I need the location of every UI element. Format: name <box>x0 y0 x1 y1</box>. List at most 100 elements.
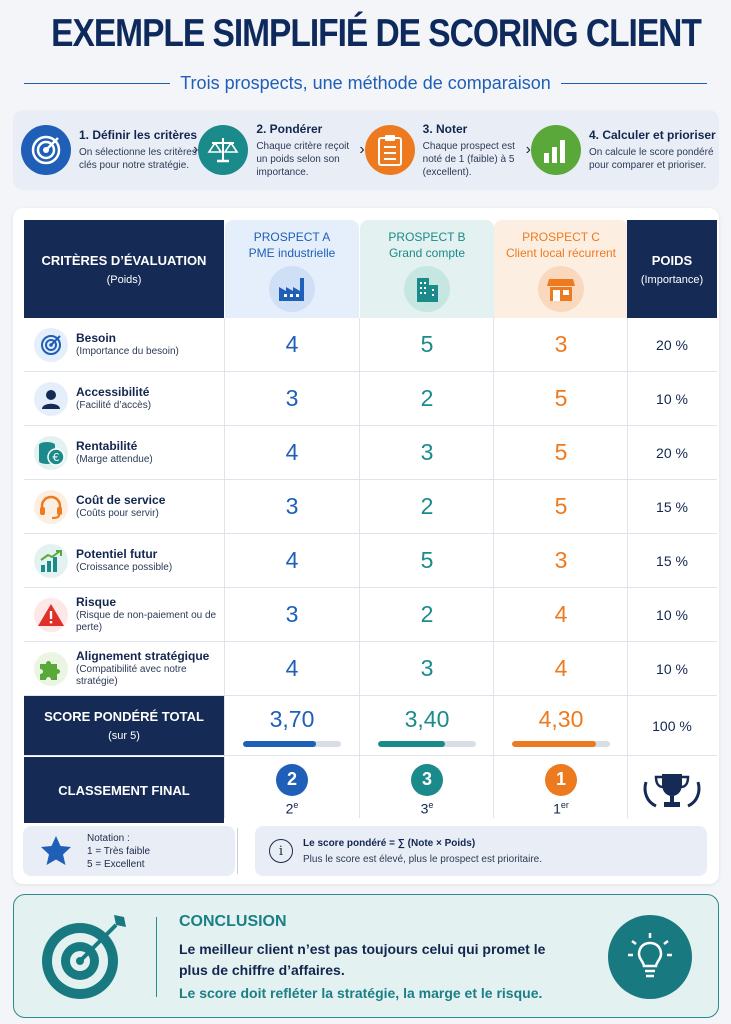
chevron-right-icon: › <box>525 141 531 158</box>
rank-ordinal: 1er <box>553 800 569 817</box>
weight-cell: 20 % <box>656 336 688 353</box>
chevron-right-icon: › <box>359 141 365 158</box>
criterion-text: Coût de service (Coûts pour servir) <box>76 493 165 520</box>
score-cell: 3 <box>554 547 568 573</box>
score-cell: 4 <box>285 439 299 465</box>
criterion-name: Rentabilité <box>76 439 138 453</box>
chevron-right-icon: › <box>193 141 199 158</box>
divider <box>359 318 360 818</box>
weight-cell: 10 % <box>656 606 688 623</box>
score-bar <box>378 741 476 747</box>
rank-ord-num: 1 <box>553 800 561 817</box>
score-cell: 4 <box>554 601 568 627</box>
rank-badge: 3 <box>411 763 443 796</box>
score-cell: 3 <box>285 601 299 627</box>
scoring-table-card: CRITÈRES D’ÉVALUATION (Poids) PROSPECT A… <box>13 208 719 884</box>
rank-ord-suffix: er <box>560 799 569 810</box>
criterion-name: Potentiel futur <box>76 547 158 561</box>
score-cell: 5 <box>554 439 568 465</box>
criterion-name: Coût de service <box>76 493 166 507</box>
score-value: 4,30 <box>538 706 584 732</box>
factory-icon <box>269 266 315 312</box>
subtitle: Trois prospects, une méthode de comparai… <box>180 72 551 93</box>
score-bar-fill <box>378 741 445 747</box>
svg-text:€: € <box>53 451 60 464</box>
shop-icon <box>538 266 584 312</box>
weight-cell: 10 % <box>656 660 688 677</box>
criterion-desc: (Marge attendue) <box>76 454 153 465</box>
prospect-name: PROSPECT A <box>253 230 331 244</box>
weight-cell: 15 % <box>656 498 688 515</box>
prospect-a-header: PROSPECT A PME industrielle <box>225 220 359 318</box>
criteria-row: € Rentabilité (Marge attendue) 4 3 5 20 % <box>24 426 717 480</box>
step-text: Chaque critère reçoit un poids selon son… <box>256 140 350 178</box>
conclusion-heading: CONCLUSION <box>179 913 287 930</box>
criteria-row: Besoin (Importance du besoin) 4 5 3 20 % <box>24 318 717 372</box>
score-cell: 4 <box>285 331 299 357</box>
rank-ordinal: 2e <box>286 800 299 817</box>
total-score-row: SCORE PONDÉRÉ TOTAL (sur 5) 3,70 3,40 4,… <box>24 696 717 756</box>
ranking-label: CLASSEMENT FINAL <box>24 757 224 823</box>
score-value: 3,70 <box>269 706 315 732</box>
prospect-type: Client local récurrent <box>505 246 617 260</box>
criteria-row: Accessibilité (Facilité d’accès) 3 2 5 10 % <box>24 372 717 426</box>
score-cell: 3 <box>420 439 434 465</box>
coins-euro-icon: € <box>34 435 68 470</box>
score-cell: 2 <box>420 385 434 411</box>
total-sub: (sur 5) <box>108 730 140 742</box>
weight-cell: 10 % <box>656 390 688 407</box>
criterion-desc: (Compatibilité avec notre stratégie) <box>76 664 187 687</box>
criterion-text: Accessibilité (Facilité d’accès) <box>76 385 151 412</box>
total-score-label: SCORE PONDÉRÉ TOTAL (sur 5) <box>24 696 224 755</box>
criterion: Risque (Risque de non-paiement ou de pert… <box>24 588 224 641</box>
rank-label: CLASSEMENT FINAL <box>58 782 190 798</box>
step-score: 3. Noter Chaque prospect est noté de 1 (f… <box>364 122 526 179</box>
lightbulb-icon <box>608 915 692 999</box>
step-weight: 2. Pondérer Chaque critère reçoit un poid… <box>198 122 359 179</box>
divider <box>237 828 238 874</box>
conclusion-highlight: Le score doit refléter la stratégie, la … <box>179 985 543 1001</box>
score-cell: 4 <box>554 655 568 681</box>
divider <box>24 82 171 84</box>
step-title: 4. Calculer et prioriser <box>588 128 716 142</box>
prospect-type: PME industrielle <box>248 246 336 260</box>
rating-legend: Notation : 1 = Très faible 5 = Excellent <box>23 826 235 876</box>
ranking-row: CLASSEMENT FINAL 2 2e 3 3e 1 1er <box>24 757 717 823</box>
criterion-text: Rentabilité (Marge attendue) <box>76 439 153 466</box>
method-steps: 1. Définir les critères On sélectionne le… <box>13 110 719 190</box>
score-cell: 5 <box>554 493 568 519</box>
weight-header-label: POIDS <box>651 252 693 268</box>
rank-ordinal: 3e <box>421 800 434 817</box>
criterion-text: Potentiel futur (Croissance possible) <box>76 547 172 574</box>
star-icon <box>41 836 71 865</box>
divider <box>627 318 628 818</box>
score-cell: 4 <box>285 547 299 573</box>
prospect-name: PROSPECT B <box>388 230 466 244</box>
step-title: 1. Définir les critères <box>79 128 198 142</box>
criterion-desc: (Coûts pour servir) <box>76 508 159 519</box>
person-icon <box>34 381 68 416</box>
rank-prospect-c: 1 1er <box>494 757 628 823</box>
clipboard-icon <box>364 125 415 175</box>
criterion-name: Risque <box>76 595 117 609</box>
rank-badge: 1 <box>545 763 577 796</box>
page-title: EXEMPLE SIMPLIFIÉ DE SCORING CLIENT <box>51 12 702 55</box>
rank-ord-num: 3 <box>420 800 429 817</box>
total-weight: 100 % <box>652 717 692 734</box>
prospect-name: PROSPECT C <box>522 230 600 244</box>
criterion-name: Besoin <box>76 331 117 345</box>
step-prioritize: 4. Calculer et prioriser On calcule le sc… <box>530 125 716 175</box>
divider <box>560 82 707 84</box>
step-text: Chaque prospect est noté de 1 (faible) à… <box>422 140 515 178</box>
weight-cell: 15 % <box>656 552 688 569</box>
info-icon: i <box>269 839 293 863</box>
score-bar <box>512 741 610 747</box>
divider <box>224 318 225 818</box>
formula-text: Le score pondéré = ∑ (Note × Poids) Plus… <box>303 838 542 865</box>
step-title: 2. Pondérer <box>256 121 323 136</box>
prospect-b-header: PROSPECT B Grand compte <box>360 220 494 318</box>
target-icon <box>21 125 71 175</box>
prospect-c-header: PROSPECT C Client local récurrent <box>494 220 628 318</box>
score-cell: 5 <box>420 331 434 357</box>
criterion: Alignement stratégique (Compatibilité ave… <box>24 642 224 695</box>
